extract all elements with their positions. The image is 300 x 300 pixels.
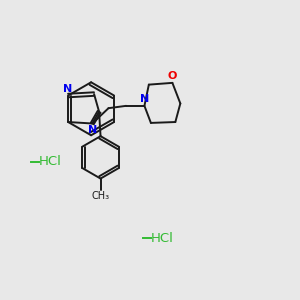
Text: O: O bbox=[168, 71, 177, 81]
Text: CH₃: CH₃ bbox=[92, 191, 110, 201]
Text: HCl: HCl bbox=[39, 155, 62, 168]
Text: N: N bbox=[63, 84, 72, 94]
Text: HCl: HCl bbox=[151, 232, 174, 245]
Text: N: N bbox=[140, 94, 149, 104]
Text: N: N bbox=[88, 125, 98, 135]
